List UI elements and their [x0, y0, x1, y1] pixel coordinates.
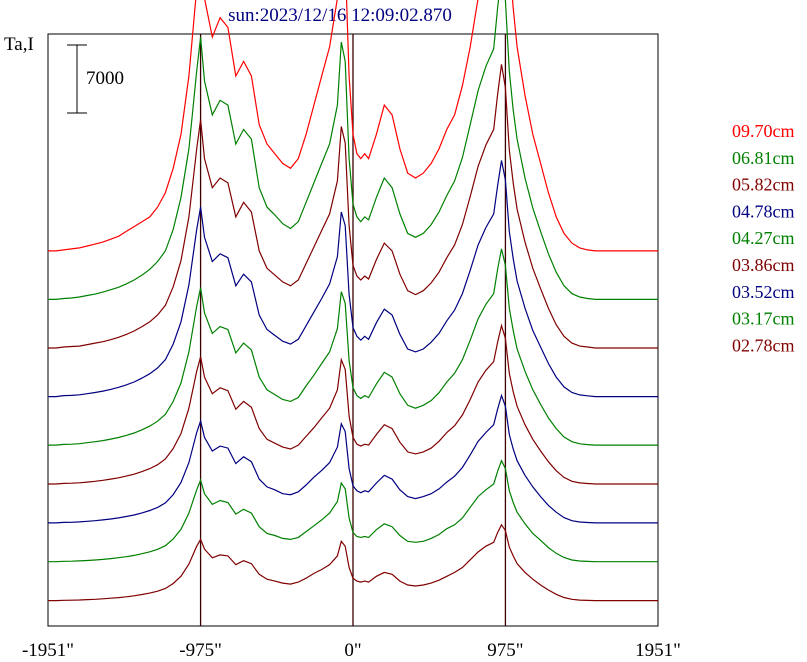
scale-bar: 7000	[67, 44, 124, 114]
legend-entry-0: 09.70cm	[732, 121, 795, 141]
series-line-06.81cm	[48, 0, 658, 300]
series-line-04.78cm	[48, 160, 658, 398]
x-tick-label-4: 1951"	[635, 640, 681, 661]
x-tick-label-1: -975"	[179, 640, 222, 661]
series-layer	[48, 0, 658, 602]
series-line-04.27cm	[48, 248, 658, 446]
legend-entry-8: 02.78cm	[732, 335, 795, 355]
legend-entry-7: 03.17cm	[732, 309, 795, 329]
chart-title: sun:2023/12/16 12:09:02.870	[228, 5, 452, 26]
x-tick-label-3: 975"	[487, 640, 523, 661]
series-line-09.70cm	[48, 0, 658, 252]
series-line-03.52cm	[48, 393, 658, 524]
legend-entry-3: 04.78cm	[732, 201, 795, 221]
legend: 09.70cm 06.81cm 05.82cm 04.78cm 04.27cm 03.86…	[732, 121, 795, 355]
x-tick-labels: -1951" -975" 0" 975" 1951"	[22, 640, 681, 661]
x-tick-label-2: 0"	[344, 640, 361, 661]
x-tick-label-0: -1951"	[22, 640, 74, 661]
legend-entry-2: 05.82cm	[732, 175, 795, 195]
legend-entry-1: 06.81cm	[732, 148, 795, 168]
y-axis-label: Ta,I	[4, 34, 34, 55]
legend-entry-5: 03.86cm	[732, 255, 795, 275]
series-line-02.78cm	[48, 523, 658, 602]
series-line-03.17cm	[48, 459, 658, 563]
series-line-03.86cm	[48, 323, 658, 485]
legend-entry-4: 04.27cm	[732, 228, 795, 248]
scale-bar-label: 7000	[86, 68, 124, 89]
legend-entry-6: 03.52cm	[732, 282, 795, 302]
series-line-05.82cm	[48, 64, 658, 349]
